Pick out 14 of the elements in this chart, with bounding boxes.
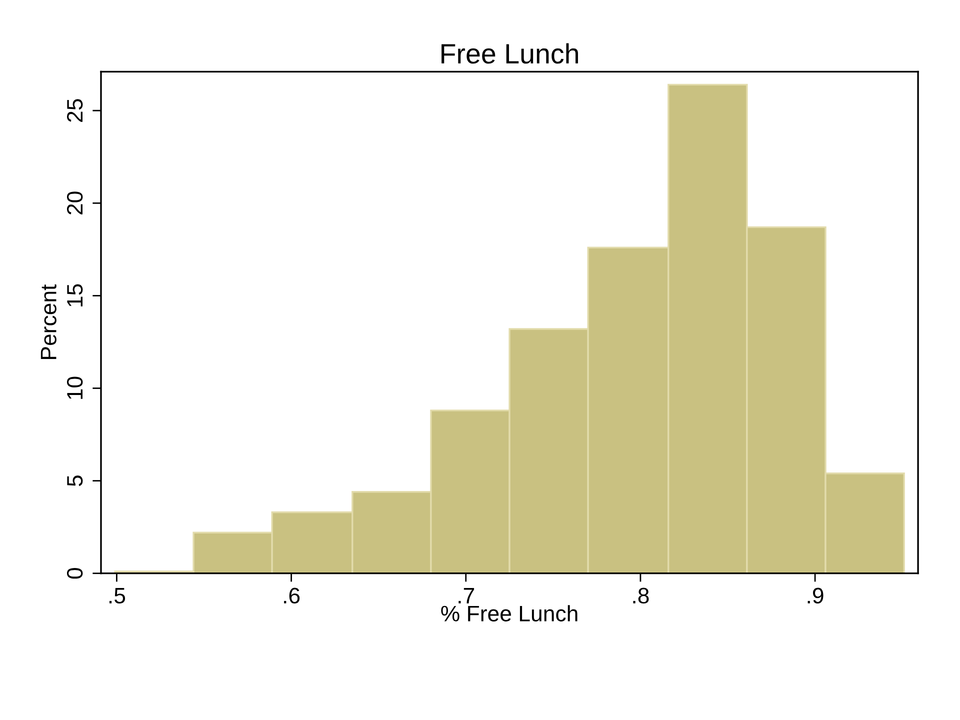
y-tick-label: 10 — [66, 376, 83, 399]
x-tick-label: .8 — [633, 588, 649, 604]
y-tick-label: 15 — [67, 284, 83, 306]
x-tick-label: .6 — [284, 588, 300, 604]
y-axis-title: Percent — [40, 284, 56, 359]
x-axis-title: % Free Lunch — [441, 605, 578, 622]
x-tick-label: .9 — [808, 588, 824, 604]
y-tick-label: 25 — [66, 99, 83, 122]
y-tick-label: 20 — [66, 192, 83, 214]
y-tick-label: 0 — [66, 568, 83, 579]
chart-title: Free Lunch — [442, 43, 578, 64]
x-tick-label: .7 — [458, 588, 474, 604]
y-tick-label: 5 — [67, 476, 83, 486]
x-tick-label: .5 — [109, 588, 126, 604]
